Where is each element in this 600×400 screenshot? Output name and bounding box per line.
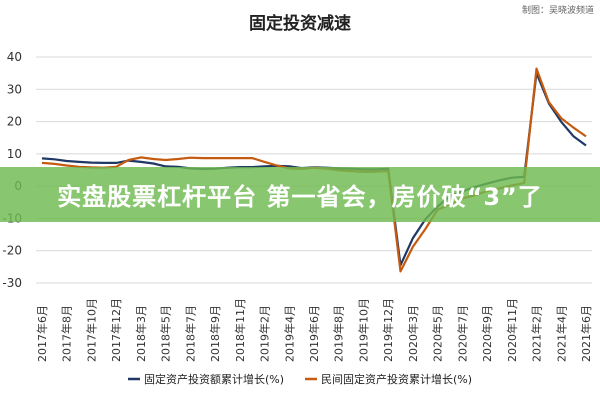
x-tick-label: 2017年10月 — [84, 298, 98, 362]
banner-text: 实盘股票杠杆平台 第一省会，房价破“3”了 — [57, 183, 543, 211]
x-tick-label: 2019年2月 — [258, 305, 272, 362]
x-tick-label: 2021年4月 — [554, 305, 568, 362]
x-tick-label: 2019年6月 — [307, 305, 321, 362]
x-tick-label: 2021年2月 — [530, 305, 544, 362]
x-tick-label: 2019年4月 — [282, 305, 296, 362]
x-tick-label: 2018年11月 — [233, 298, 247, 362]
x-tick-label: 2017年8月 — [60, 305, 74, 362]
x-tick-label: 2018年7月 — [183, 305, 197, 362]
x-tick-label: 2018年5月 — [159, 305, 173, 362]
x-tick-label: 2020年5月 — [431, 305, 445, 362]
x-tick-label: 2019年8月 — [332, 305, 346, 362]
x-tick-label: 2020年11月 — [505, 298, 519, 362]
y-tick-label: -30 — [2, 276, 22, 290]
y-tick-label: 30 — [7, 82, 22, 96]
legend-label-1: 固定资产投资额累计增长(%) — [144, 372, 284, 386]
x-tick-label: 2020年3月 — [406, 305, 420, 362]
x-tick-label: 2018年3月 — [134, 305, 148, 362]
x-tick-label: 2018年9月 — [208, 305, 222, 362]
x-tick-label: 2017年12月 — [109, 298, 123, 362]
x-tick-label: 2021年6月 — [579, 305, 593, 362]
overlay-banner: 实盘股票杠杆平台 第一省会，房价破“3”了 — [0, 167, 600, 222]
y-tick-label: 40 — [7, 50, 22, 64]
y-tick-label: -20 — [2, 244, 22, 258]
x-tick-label: 2020年7月 — [455, 305, 469, 362]
y-tick-label: 10 — [7, 147, 22, 161]
watermark: 制图：吴晓波频道 — [522, 4, 594, 16]
x-tick-label: 2017年6月 — [35, 305, 49, 362]
x-tick-label: 2019年12月 — [381, 298, 395, 362]
chart-title: 固定投资减速 — [249, 13, 351, 34]
legend-label-2: 民间固定资产投资累计增长(%) — [321, 372, 472, 386]
legend: 固定资产投资额累计增长(%) 民间固定资产投资累计增长(%) — [128, 372, 472, 386]
y-tick-label: 20 — [7, 115, 22, 129]
x-axis-ticks: 2017年6月 2017年8月 2017年10月 2017年12月 2018年3月 201… — [35, 298, 593, 362]
x-tick-label: 2020年9月 — [480, 305, 494, 362]
x-tick-label: 2019年10月 — [356, 298, 370, 362]
